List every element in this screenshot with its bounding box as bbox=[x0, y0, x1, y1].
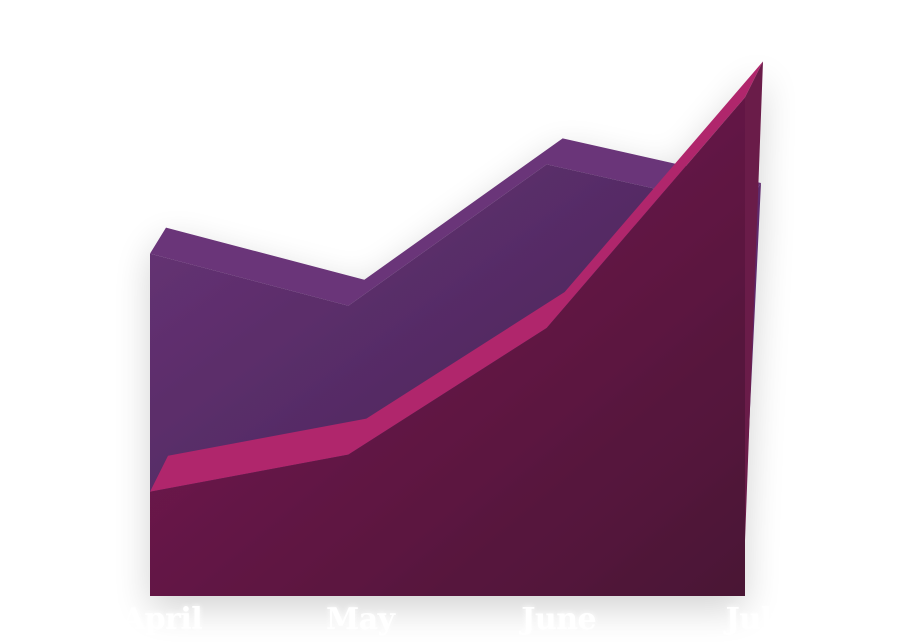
series-2-area bbox=[150, 61, 763, 597]
x-tick-label-april: April bbox=[121, 602, 203, 637]
x-tick-label-july: July bbox=[725, 602, 789, 637]
series-2-side bbox=[743, 61, 763, 597]
x-tick-label-june: June bbox=[521, 602, 597, 637]
series-2-front-face bbox=[150, 97, 745, 596]
series-2-top-ribbon bbox=[150, 61, 763, 492]
series-1-top-ribbon bbox=[150, 138, 761, 306]
x-tick-label-may: May bbox=[326, 602, 395, 637]
